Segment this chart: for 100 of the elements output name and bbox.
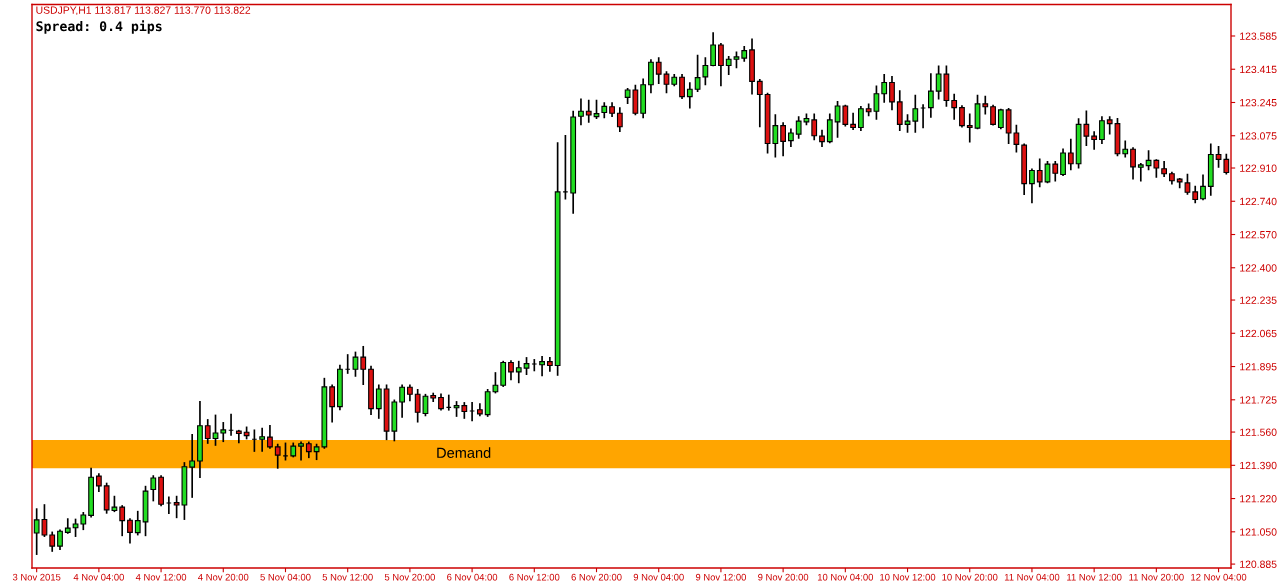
candlestick [616, 107, 623, 133]
x-tick-label: 9 Nov 12:00 [695, 573, 747, 581]
candlestick [259, 427, 266, 452]
candlestick [352, 351, 359, 377]
y-tick-label: 121.560 [1240, 428, 1277, 436]
x-tick-label: 6 Nov 04:00 [447, 573, 498, 581]
candlestick [896, 90, 903, 131]
y-tick-label: 122.740 [1240, 197, 1277, 206]
x-tick-label: 6 Nov 20:00 [571, 573, 622, 581]
x-tick-label: 10 Nov 12:00 [880, 573, 936, 581]
candlestick [212, 414, 219, 446]
candlestick [982, 95, 989, 115]
y-tick-label: 123.415 [1240, 65, 1277, 74]
candlestick [546, 357, 553, 372]
candlestick [718, 42, 724, 87]
band-label: Demand [437, 447, 491, 458]
y-tick-label: 121.895 [1240, 363, 1277, 371]
y-tick-label: 123.075 [1240, 132, 1277, 140]
candlestick [49, 531, 56, 552]
y-tick-label: 122.570 [1240, 231, 1277, 239]
y-tick-label: 122.910 [1240, 164, 1277, 172]
y-tick-label: 121.220 [1240, 495, 1277, 503]
candlestick [1130, 147, 1136, 180]
candlestick [399, 384, 406, 418]
candlestick [826, 113, 833, 144]
x-tick-label: 12 Nov 04:00 [1191, 573, 1247, 581]
candlestick [220, 422, 227, 443]
y-tick-label: 121.390 [1240, 461, 1277, 470]
candlestick [756, 78, 763, 128]
candlestick [990, 104, 996, 126]
candlestick [1067, 138, 1074, 171]
candlestick [1122, 140, 1129, 158]
candlestick [1200, 174, 1206, 201]
x-tick-label: 4 Nov 12:00 [135, 573, 187, 581]
candlestick [539, 356, 545, 377]
y-tick-label: 123.245 [1240, 98, 1277, 107]
x-tick-label: 5 Nov 20:00 [384, 573, 435, 581]
x-tick-label: 10 Nov 20:00 [942, 573, 998, 581]
candlestick [531, 359, 538, 372]
candlestick [857, 105, 864, 131]
y-tick-label: 122.065 [1240, 329, 1277, 338]
candlestick [360, 345, 367, 385]
candlestick [1091, 131, 1098, 150]
x-tick-label: 5 Nov 12:00 [322, 573, 373, 581]
y-tick-label: 121.725 [1240, 396, 1277, 404]
x-tick-label: 11 Nov 20:00 [1129, 573, 1184, 581]
candlestick [562, 134, 569, 200]
x-tick-label: 11 Nov 04:00 [1004, 573, 1060, 581]
x-tick-label: 4 Nov 04:00 [73, 573, 124, 581]
chart-title: USDJPY,H1 113.817 113.827 113.770 113.822 [36, 6, 251, 16]
candlestick [655, 57, 662, 84]
candlestick [959, 105, 965, 128]
candlestick [663, 71, 670, 94]
y-tick-label: 122.400 [1240, 264, 1277, 272]
y-tick-label: 123.585 [1240, 32, 1277, 40]
candlestick [134, 510, 141, 536]
candlestick [127, 518, 133, 544]
candlestick [648, 59, 654, 94]
candlestick [889, 76, 895, 111]
candlestick [298, 441, 304, 461]
candlestick [1052, 161, 1059, 182]
x-tick-label: 3 Nov 2015 [12, 573, 61, 581]
candlestick [679, 74, 685, 100]
candlestick [500, 360, 507, 387]
candlestick [997, 108, 1004, 130]
x-tick-label: 4 Nov 20:00 [198, 573, 249, 581]
candlestick [578, 98, 584, 126]
candlestick [966, 113, 973, 143]
candlestick [189, 433, 196, 498]
candlestick [850, 112, 856, 131]
y-tick-label: 121.050 [1240, 528, 1277, 536]
candlestick [508, 360, 514, 381]
candlestick [1099, 116, 1105, 145]
candlestick [951, 93, 958, 120]
y-tick-label: 120.885 [1240, 560, 1277, 568]
y-tick-label: 122.235 [1240, 296, 1277, 304]
x-tick-label: 10 Nov 04:00 [817, 573, 874, 581]
annotation: Spread: 0.4 pips [36, 20, 162, 34]
x-tick-label: 6 Nov 12:00 [509, 573, 560, 581]
candlestick [119, 505, 126, 537]
candlestick [515, 360, 522, 384]
candlestick [780, 122, 787, 157]
candlestick [1036, 158, 1043, 188]
x-tick-label: 5 Nov 04:00 [260, 573, 311, 581]
candlestick [150, 475, 157, 502]
candlestick [235, 429, 242, 444]
candlestick [710, 32, 717, 67]
candlestick [1060, 148, 1066, 177]
candlestick [274, 443, 281, 469]
x-tick-label: 9 Nov 04:00 [633, 573, 684, 581]
candlestick [686, 82, 693, 109]
x-tick-label: 9 Nov 20:00 [758, 573, 809, 581]
candlestick [375, 384, 382, 419]
candlestick [585, 99, 592, 123]
candlestick [267, 424, 273, 449]
candlestick [1044, 161, 1051, 184]
candlestick [57, 529, 63, 551]
x-tick-label: 11 Nov 12:00 [1067, 573, 1122, 581]
candlestick [1029, 168, 1035, 204]
candlestick [1137, 162, 1144, 182]
